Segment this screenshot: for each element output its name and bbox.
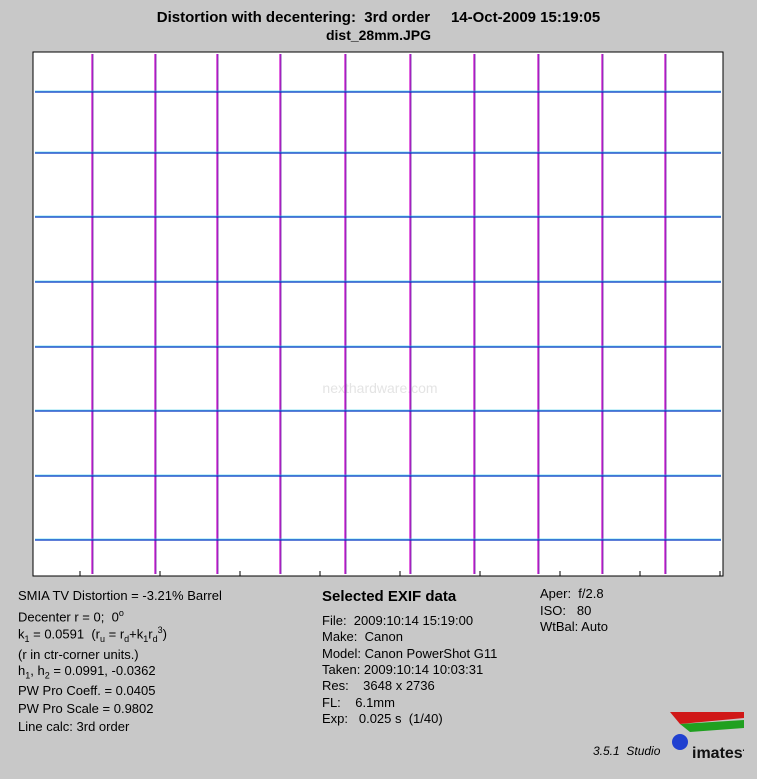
camera-line: ISO: 80 xyxy=(540,602,592,618)
text-part: = r xyxy=(105,626,125,642)
text-part: 1 xyxy=(25,670,31,681)
text-part: k xyxy=(18,626,25,642)
file-name: dist_28mm.JPG xyxy=(325,27,432,43)
result-line: k1 = 0.0591 (ru = rd+k1rd3) xyxy=(18,625,167,644)
exif-line: Exp: 0.025 s (1/40) xyxy=(322,710,443,726)
text-part: 1 xyxy=(143,633,149,644)
text-part: PW Pro Coeff. = 0.0405 xyxy=(18,683,156,698)
exif-line: Make: Canon xyxy=(322,629,403,645)
title: Distortion with decentering: 3rd order 1… xyxy=(156,9,601,26)
plot-area xyxy=(32,51,724,577)
text-part: h xyxy=(18,663,26,678)
text-part: Decenter r = 0; 0 xyxy=(18,609,119,625)
text-part: SMIA TV Distortion = -3.21% Barrel xyxy=(18,588,222,603)
exif-line: Res: 3648 x 2736 xyxy=(322,678,435,694)
result-line: h1, h2 = 0.0991, -0.0362 xyxy=(18,663,156,681)
distortion-plot: nexthardware.com xyxy=(32,51,724,577)
text-part: 3 xyxy=(157,625,163,635)
result-line: Line calc: 3rd order xyxy=(18,719,129,734)
result-line: Decenter r = 0; 0o xyxy=(18,608,124,624)
text-part: d xyxy=(124,633,130,644)
text-part: u xyxy=(99,633,105,644)
logo-text: imatest xyxy=(692,745,744,762)
exif-line: File: 2009:10:14 15:19:00 xyxy=(322,613,474,628)
logo: imatest xyxy=(670,712,744,762)
text-part: o xyxy=(118,608,124,618)
text-part: 1 xyxy=(24,633,30,644)
camera-line: Aper: f/2.8 xyxy=(540,586,604,601)
text-part: r xyxy=(148,626,153,642)
exif-title: Selected EXIF data xyxy=(322,588,457,605)
text-part: (r in ctr-corner units.) xyxy=(18,647,139,662)
result-line: (r in ctr-corner units.) xyxy=(18,647,139,662)
text-part: = 0.0591 (r xyxy=(29,626,100,642)
text-part: Line calc: 3rd order xyxy=(18,719,130,734)
camera-line: WtBal: Auto xyxy=(540,619,608,634)
result-line: PW Pro Scale = 0.9802 xyxy=(18,701,154,716)
text-part: 2 xyxy=(44,670,50,681)
text-part: +k xyxy=(129,626,144,642)
text-part: PW Pro Scale = 0.9802 xyxy=(18,701,154,716)
exif-line: Model: Canon PowerShot G11 xyxy=(322,645,498,661)
text-part: , h xyxy=(30,663,45,678)
text-part: ) xyxy=(162,626,167,642)
text-part: = 0.0991, -0.0362 xyxy=(49,663,156,678)
result-line: SMIA TV Distortion = -3.21% Barrel xyxy=(18,588,222,603)
watermark: nexthardware.com xyxy=(322,380,437,396)
exif-line: FL: 6.1mm xyxy=(322,694,395,710)
text-part: d xyxy=(152,633,158,644)
version: 3.5.1 Studio xyxy=(593,744,661,758)
exif-line: Taken: 2009:10:14 10:03:31 xyxy=(322,661,484,677)
result-line: PW Pro Coeff. = 0.0405 xyxy=(18,683,155,698)
